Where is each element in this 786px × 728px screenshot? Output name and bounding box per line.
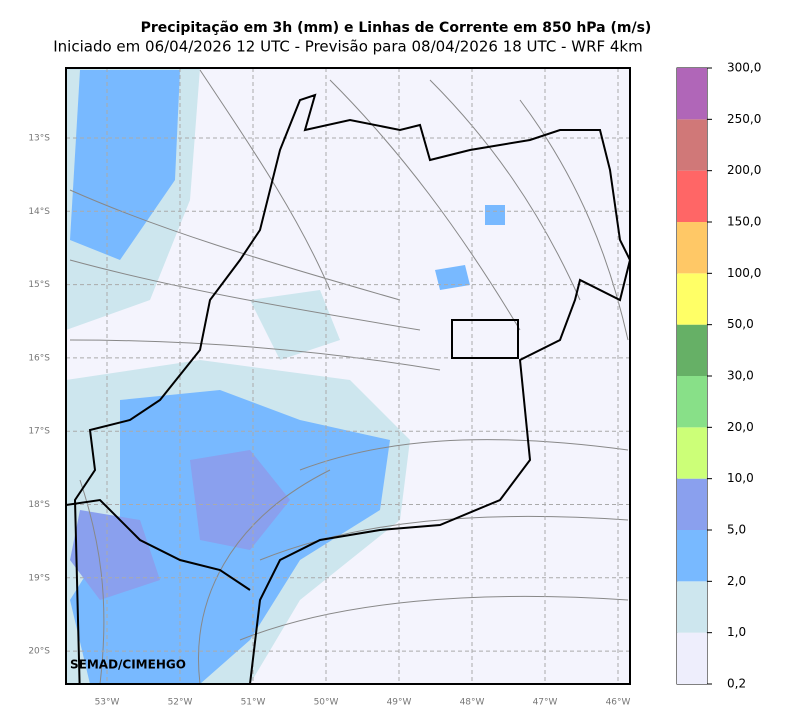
colorbar-segment [677, 478, 707, 530]
lat-label: 13°S [28, 134, 50, 144]
colorbar-segment [677, 68, 707, 120]
lon-label: 49°W [387, 698, 412, 708]
colorbar-segment [677, 273, 707, 325]
lat-label: 20°S [28, 647, 50, 657]
map-frame [65, 67, 631, 685]
colorbar-label: 200,0 [727, 163, 761, 177]
streamline [519, 99, 629, 341]
lon-label: 53°W [95, 698, 120, 708]
lat-label: 14°S [28, 207, 50, 217]
colorbar-label: 50,0 [727, 317, 754, 331]
colorbar-segment [677, 119, 707, 171]
colorbar-segment [677, 170, 707, 222]
colorbar-label: 0,2 [727, 677, 746, 691]
colorbar-label: 150,0 [727, 215, 761, 229]
streamline [429, 79, 581, 301]
colorbar-segment [677, 427, 707, 479]
colorbar-label: 5,0 [727, 523, 746, 537]
district-border [451, 319, 519, 359]
lat-label: 18°S [28, 500, 50, 510]
credit: SEMAD/CIMEHGO [70, 658, 186, 672]
subtitle: Iniciado em 06/04/2026 12 UTC - Previsão… [53, 38, 642, 56]
colorbar-label: 1,0 [727, 625, 746, 639]
colorbar-segment [677, 222, 707, 274]
colorbar-label: 20,0 [727, 420, 754, 434]
rain-area [70, 70, 180, 260]
colorbar-segment [677, 376, 707, 428]
colorbar-label: 300,0 [727, 61, 761, 75]
lon-label: 52°W [168, 698, 193, 708]
lat-label: 16°S [28, 353, 50, 363]
streamline [198, 469, 331, 684]
lon-label: 47°W [533, 698, 558, 708]
lon-label: 50°W [314, 698, 339, 708]
lon-label: 46°W [606, 698, 631, 708]
streamline [239, 595, 629, 641]
colorbar-label: 100,0 [727, 266, 761, 280]
lon-label: 48°W [460, 698, 485, 708]
title: Precipitação em 3h (mm) e Linhas de Corr… [141, 20, 652, 36]
streamline [69, 259, 421, 331]
rain-area [250, 290, 340, 360]
colorbar-label: 10,0 [727, 471, 754, 485]
state-border [66, 498, 251, 591]
lat-label: 17°S [28, 427, 50, 437]
colorbar-label: 250,0 [727, 112, 761, 126]
colorbar-label: 30,0 [727, 369, 754, 383]
colorbar-segment [677, 632, 707, 684]
rain-area [190, 450, 290, 550]
state-border [73, 93, 630, 684]
rain-area [485, 205, 505, 225]
lat-label: 19°S [28, 573, 50, 583]
rain-area [435, 265, 470, 290]
colorbar-segment [677, 530, 707, 582]
streamline [299, 439, 629, 471]
streamline [329, 79, 521, 331]
streamline [199, 69, 331, 291]
lat-label: 15°S [28, 280, 50, 290]
streamline [69, 339, 441, 371]
lon-label: 51°W [241, 698, 266, 708]
colorbar-segment [677, 324, 707, 376]
colorbar-segment [677, 581, 707, 633]
map-area [66, 68, 630, 684]
streamline [259, 515, 629, 561]
colorbar-label: 2,0 [727, 574, 746, 588]
